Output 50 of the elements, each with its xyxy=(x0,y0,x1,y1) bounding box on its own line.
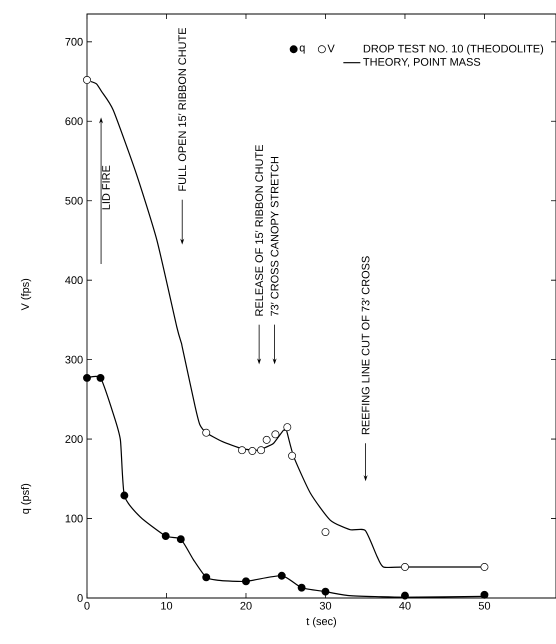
y-tick-label: 400 xyxy=(65,276,83,284)
x-tick-label: 50 xyxy=(478,602,490,610)
point xyxy=(262,436,271,444)
point xyxy=(202,573,210,582)
point xyxy=(288,452,296,460)
annotation: 73′ CROSS CANOPY STRETCH xyxy=(270,157,278,316)
legend-label: q xyxy=(300,45,305,54)
y-tick-label: 200 xyxy=(65,435,83,443)
x-tick-label: 0 xyxy=(84,602,90,610)
point xyxy=(83,76,91,84)
annotation: FULL OPEN 15′ RIBBON CHUTE xyxy=(178,28,186,191)
point xyxy=(283,423,292,432)
point xyxy=(322,528,330,536)
text: q (psf) xyxy=(20,484,32,514)
y-tick-label: 300 xyxy=(65,356,83,364)
x-tick-label: 40 xyxy=(399,602,411,610)
annotation: LID FIRE xyxy=(102,166,110,210)
point xyxy=(162,532,170,540)
point xyxy=(238,446,246,454)
point xyxy=(480,590,488,599)
y-tick-label: 100 xyxy=(66,514,83,522)
point xyxy=(202,428,210,437)
y-tick-label: 0 xyxy=(77,594,83,602)
y-tick-label: 700 xyxy=(65,38,83,46)
x-tick-label: 10 xyxy=(161,602,172,610)
x-tick-label: 20 xyxy=(240,602,252,610)
point xyxy=(96,374,104,382)
x-axis-title: t (sec) xyxy=(306,617,336,628)
point xyxy=(271,430,280,438)
annotation: REEFING LINE CUT OF 73′ CROSS xyxy=(362,256,370,434)
annotation: RELEASE OF 15′ RIBBON CHUTE xyxy=(255,145,264,316)
point xyxy=(242,577,250,586)
point xyxy=(83,374,91,382)
legend-label: THEORY, POINT MASS xyxy=(363,58,480,68)
point xyxy=(401,563,409,571)
y-tick-label: 600 xyxy=(65,117,83,126)
y-axis-title: V (fps) xyxy=(20,278,32,310)
point xyxy=(480,563,488,571)
point xyxy=(176,535,185,544)
point xyxy=(278,572,286,580)
x-tick-label: 30 xyxy=(320,602,332,610)
point xyxy=(322,588,330,596)
annotation: DROP TEST NO. 10 (THEODOLITE) xyxy=(364,44,544,55)
y-tick-label: 500 xyxy=(65,196,83,205)
point xyxy=(401,592,409,600)
point xyxy=(257,446,266,454)
point xyxy=(120,492,128,500)
point xyxy=(248,447,256,455)
point xyxy=(298,584,306,592)
legend-label: V xyxy=(327,44,335,52)
